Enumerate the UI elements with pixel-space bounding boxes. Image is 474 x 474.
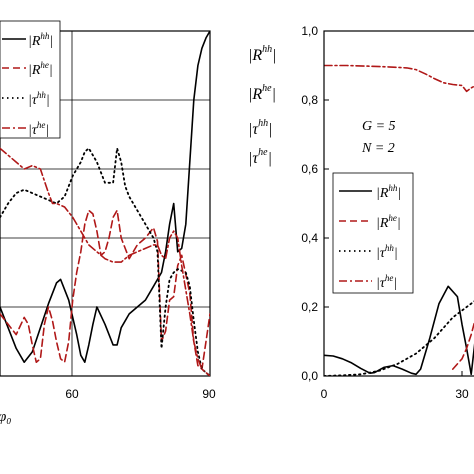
- left-plot-frame: [0, 30, 211, 377]
- right-x-tick-label: 30: [455, 387, 469, 401]
- left-chart: 60 90 φ₀ |Rhh| |Rhe| |τhh| |τhe|: [0, 20, 216, 425]
- left-x-tick-label: 60: [65, 387, 79, 401]
- legend-entry: |τhe|: [376, 273, 397, 291]
- y-label-entry: |Rhh|: [248, 44, 277, 64]
- y-label-entry: |τhe|: [248, 147, 272, 167]
- right-y-tick-label: 0,4: [301, 231, 318, 245]
- right-y-tick-label: 0,0: [301, 369, 318, 383]
- right-legend: |Rhh| |Rhe| |τhh| |τhe|: [332, 172, 414, 294]
- left-x-axis-label: φ₀: [0, 409, 12, 425]
- y-label-entry: |τhh|: [248, 118, 273, 138]
- left-x-ticks: 60 90: [65, 387, 216, 401]
- right-series-line-dashed: [452, 321, 474, 370]
- annotation-g: G = 5: [362, 119, 396, 134]
- legend-entry: |Rhh|: [28, 31, 53, 49]
- right-annotations: G = 5 N = 2: [361, 119, 396, 156]
- right-y-tick-label: 1,0: [301, 24, 318, 38]
- legend-entry: |τhh|: [28, 90, 50, 108]
- right-y-tick-label: 0,2: [301, 300, 318, 314]
- legend-entry: |τhe|: [28, 120, 49, 138]
- right-series-line-dashdot: [324, 64, 474, 93]
- right-y-tick-label: 0,8: [301, 93, 318, 107]
- left-series-line-solid: [0, 31, 210, 363]
- left-series-line-dashdot: [0, 147, 210, 376]
- right-legend-box: [332, 172, 414, 294]
- legend-entry: |τhh|: [376, 243, 398, 261]
- annotation-n: N = 2: [361, 141, 395, 156]
- right-plot-frame: [323, 30, 474, 377]
- legend-entry: |Rhe|: [28, 60, 53, 78]
- right-x-tick-label: 0: [321, 387, 328, 401]
- right-y-ticks: 0,0 0,2 0,4 0,6 0,8 1,0: [301, 24, 329, 383]
- legend-entry: |Rhe|: [376, 213, 401, 231]
- left-series-group: [0, 31, 210, 376]
- right-series-line-solid: [324, 285, 474, 376]
- left-series-line-dotted: [0, 147, 210, 376]
- legend-entry: |Rhh|: [376, 183, 401, 201]
- left-x-tick-label: 90: [202, 387, 216, 401]
- right-chart: 0,0 0,2 0,4 0,6 0,8 1,0 0 30 G = 5 N = 2 |Rhh…: [301, 24, 474, 401]
- y-axis-labels: |Rhh| |Rhe| |τhh| |τhe|: [248, 44, 277, 167]
- left-legend: |Rhh| |Rhe| |τhh| |τhe|: [0, 20, 61, 139]
- y-label-entry: |Rhe|: [248, 83, 276, 103]
- right-series-line-dotted: [324, 300, 474, 376]
- left-series-line-dashed: [0, 209, 210, 370]
- right-y-tick-label: 0,6: [301, 162, 318, 176]
- right-x-ticks: 0 30: [321, 371, 469, 401]
- left-legend-box: [0, 20, 61, 139]
- right-series-group: [324, 64, 474, 376]
